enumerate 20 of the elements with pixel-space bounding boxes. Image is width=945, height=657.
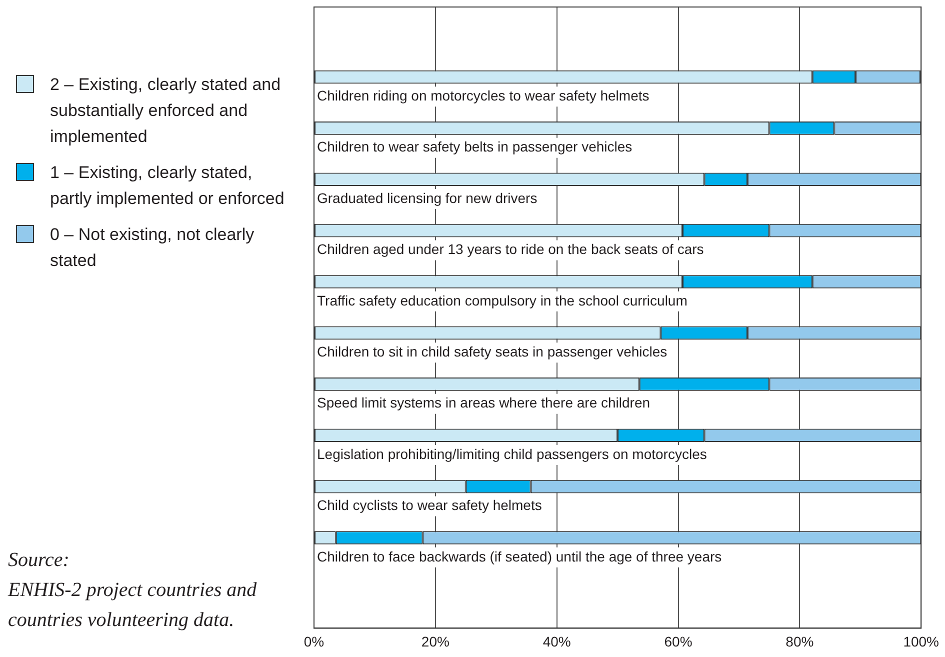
x-tick-label: 0% [304,633,324,650]
x-tick-label: 100% [903,633,940,650]
x-tick-label: 20% [421,633,450,650]
y-tick-label: Children to wear safety belts in passenger vehicles [317,138,632,155]
y-tick-label: Children riding on motorcycles to wear safety helmets [317,87,650,104]
y-tick-label: Traffic safety education compulsory in the school curriculum [317,292,688,308]
y-tick-label: Child cyclists to wear safety helmets [317,497,542,514]
y-tick-label: Graduated licensing for new drivers [317,190,538,206]
legend-label: 1 – Existing, clearly stated, partly implemented or enforced [50,162,286,210]
x-tick-label: 60% [664,633,692,650]
y-tick-label: Speed limit systems in areas where there are children [317,394,650,411]
y-tick-label: Children to face backwards (if seated) until the age of three years [317,548,722,564]
y-tick-label: Children to sit in child safety seats in passenger vehicles [317,343,668,360]
x-tick-label: 40% [542,633,571,650]
legend-label: 2 – Existing, clearly stated and substantially enforced and implemented [50,74,282,148]
source-note: Source: ENHIS-2 project countries and countries volunteering data. [8,548,258,633]
x-tick-label: 80% [786,633,814,650]
y-tick-label: Legislation prohibiting/limiting child passengers on motorcycles [317,446,707,462]
legend-label: 0 – Not existing, not clearly stated [50,224,256,272]
y-tick-label: Children aged under 13 years to ride on the back seats of cars [317,241,704,258]
